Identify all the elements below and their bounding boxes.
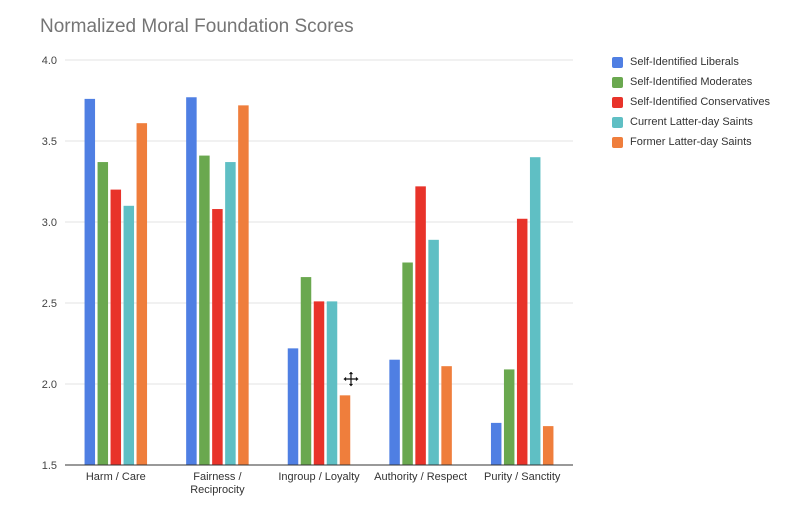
bar-current-latter-day-saints-4 — [529, 157, 541, 465]
bar-former-latter-day-saints-0 — [136, 123, 148, 466]
x-axis-category-labels: Harm / Care Fairness / Reciprocity Ingroup … — [86, 471, 561, 496]
y-tick-label: 3.5 — [42, 136, 57, 148]
legend-swatch — [612, 56, 623, 68]
bar-former-latter-day-saints-1 — [238, 105, 249, 466]
legend-label: Former Latter-day Saints — [630, 136, 752, 148]
y-tick-label: 3.0 — [42, 217, 57, 229]
x-category-label-line: Fairness / — [193, 471, 242, 483]
legend-swatch — [612, 136, 623, 148]
bar-self-identified-moderates-3 — [402, 262, 413, 465]
bar-self-identified-liberals-3 — [389, 359, 400, 465]
bar-self-identified-liberals-0 — [84, 98, 96, 465]
legend-item: Former Latter-day Saints — [612, 132, 770, 152]
bar-former-latter-day-saints-3 — [441, 366, 452, 465]
x-category-label-line: Purity / Sanctity — [484, 471, 561, 483]
bar-self-identified-moderates-1 — [199, 155, 210, 465]
x-category-label-line: Reciprocity — [190, 484, 245, 496]
legend-item: Self-Identified Conservatives — [612, 92, 770, 112]
bar-self-identified-moderates-2 — [300, 277, 312, 465]
x-category-label-line: Ingroup / Loyalty — [278, 471, 360, 483]
x-category-label: Fairness / Reciprocity — [190, 471, 245, 496]
bar-former-latter-day-saints-2 — [339, 395, 351, 465]
bar-self-identified-moderates-0 — [97, 162, 109, 465]
y-axis-tick-labels: 1.5 2.0 2.5 3.0 3.5 4.0 — [42, 55, 57, 472]
x-category-label: Harm / Care — [86, 471, 146, 483]
legend-swatch — [612, 116, 623, 128]
legend-swatch — [612, 96, 623, 108]
bar-self-identified-liberals-2 — [287, 348, 299, 465]
x-category-label-line: Authority / Respect — [374, 471, 467, 483]
bar-self-identified-moderates-4 — [503, 369, 515, 465]
bar-current-latter-day-saints-3 — [428, 239, 439, 465]
x-category-label-line: Harm / Care — [86, 471, 146, 483]
legend-label: Self-Identified Liberals — [630, 56, 739, 68]
bar-current-latter-day-saints-0 — [123, 205, 135, 466]
bar-self-identified-liberals-1 — [186, 97, 197, 465]
legend-label: Self-Identified Conservatives — [630, 96, 771, 108]
bar-self-identified-conservatives-1 — [212, 209, 223, 465]
legend-swatch — [612, 76, 623, 88]
bar-self-identified-conservatives-4 — [516, 218, 528, 465]
bar-former-latter-day-saints-4 — [542, 426, 554, 465]
bars — [84, 97, 554, 466]
legend-item: Current Latter-day Saints — [612, 112, 770, 132]
y-tick-label: 4.0 — [42, 55, 57, 67]
chart-title: Normalized Moral Foundation Scores — [40, 16, 354, 37]
move-cursor-icon — [343, 371, 359, 387]
bar-self-identified-conservatives-0 — [110, 189, 122, 465]
legend-item: Self-Identified Liberals — [612, 52, 770, 72]
bar-current-latter-day-saints-1 — [225, 162, 236, 465]
bar-self-identified-conservatives-3 — [415, 186, 426, 466]
legend: Self-Identified Liberals Self-Identified … — [612, 52, 770, 152]
y-tick-label: 2.0 — [42, 379, 57, 391]
x-category-label: Ingroup / Loyalty — [278, 471, 360, 483]
bar-self-identified-conservatives-2 — [313, 301, 325, 465]
bar-current-latter-day-saints-2 — [326, 301, 338, 465]
y-tick-label: 2.5 — [42, 298, 57, 310]
y-tick-label: 1.5 — [42, 460, 57, 472]
x-category-label: Purity / Sanctity — [484, 471, 561, 483]
legend-label: Current Latter-day Saints — [630, 116, 753, 128]
bar-self-identified-liberals-4 — [490, 422, 502, 465]
x-category-label: Authority / Respect — [374, 471, 467, 483]
legend-item: Self-Identified Moderates — [612, 72, 770, 92]
legend-label: Self-Identified Moderates — [630, 76, 753, 88]
